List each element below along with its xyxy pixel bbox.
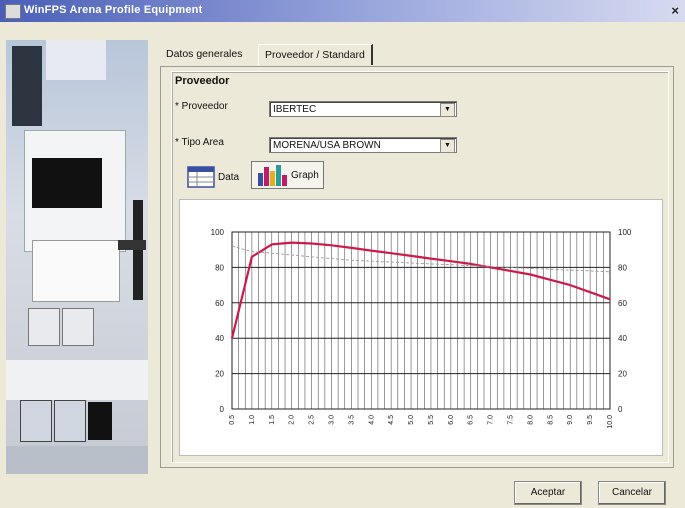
x-tick-label: 2.5 xyxy=(309,415,316,425)
proveedor-select[interactable]: IBERTEC ▼ xyxy=(269,101,457,117)
y-tick-label-right: 40 xyxy=(618,334,627,343)
subtab-data-label: Data xyxy=(218,171,240,183)
x-tick-label: 8.5 xyxy=(547,415,554,425)
equipment-image xyxy=(6,40,148,474)
chart-area: 0 0 20 20 40 40 60 60 80 80 100 100 0.5 1.0 1.5 2.0 2.5 3… xyxy=(179,199,663,456)
y-tick-label-left: 40 xyxy=(215,334,224,343)
tipo-area-select[interactable]: MORENA/USA BROWN ▼ xyxy=(269,137,457,153)
y-tick-label-left: 80 xyxy=(215,263,224,272)
y-tick-label-left: 0 xyxy=(220,405,225,414)
x-tick-label: 0.5 xyxy=(229,415,236,425)
x-tick-label: 4.5 xyxy=(388,415,395,425)
accept-button[interactable]: Aceptar xyxy=(514,481,582,505)
series-line-2 xyxy=(231,245,611,273)
table-icon xyxy=(187,166,215,188)
x-tick-label: 4.0 xyxy=(368,415,375,425)
y-tick-label-right: 60 xyxy=(618,299,627,308)
tab-panel: Proveedor * Proveedor IBERTEC ▼ * Tipo A… xyxy=(160,66,674,468)
line-chart: 0 0 20 20 40 40 60 60 80 80 100 100 0.5 1.0 1.5 2.0 2.5 3… xyxy=(211,228,632,429)
y-tick-label-left: 60 xyxy=(215,299,224,308)
y-tick-label-left: 20 xyxy=(215,370,224,379)
tipo-area-value: MORENA/USA BROWN xyxy=(273,140,381,151)
x-tick-label: 3.5 xyxy=(348,415,355,425)
x-tick-label: 1.5 xyxy=(269,415,276,425)
x-tick-label: 7.5 xyxy=(508,415,515,425)
x-tick-label: 6.5 xyxy=(468,415,475,425)
x-tick-label: 6.0 xyxy=(448,415,455,425)
x-tick-label: 1.0 xyxy=(249,415,256,425)
proveedor-label: * Proveedor xyxy=(175,101,228,112)
x-tick-label: 9.0 xyxy=(567,415,574,425)
x-tick-label: 5.5 xyxy=(428,415,435,425)
tab-datos-generales[interactable]: Datos generales xyxy=(166,48,243,60)
cancel-button[interactable]: Cancelar xyxy=(598,481,666,505)
y-tick-label-left: 100 xyxy=(211,228,225,237)
x-tick-label: 7.0 xyxy=(488,415,495,425)
x-tick-label: 8.0 xyxy=(527,415,534,425)
x-tick-label: 10.0 xyxy=(607,415,614,429)
x-tick-label: 2.0 xyxy=(289,415,296,425)
proveedor-value: IBERTEC xyxy=(273,104,317,115)
y-tick-label-right: 80 xyxy=(618,263,627,272)
close-icon[interactable]: × xyxy=(671,3,679,18)
subtab-graph-label: Graph xyxy=(291,169,319,181)
subtab-data[interactable]: Data xyxy=(183,163,243,191)
bar-chart-icon xyxy=(258,165,287,186)
x-tick-label: 5.0 xyxy=(408,415,415,425)
tipo-area-label: * Tipo Area xyxy=(175,137,224,148)
y-tick-label-right: 0 xyxy=(618,405,623,414)
y-tick-label-right: 100 xyxy=(618,228,632,237)
chevron-down-icon[interactable]: ▼ xyxy=(440,139,455,153)
proveedor-groupbox xyxy=(171,71,669,463)
series-line-1 xyxy=(230,241,611,339)
section-title: Proveedor xyxy=(175,75,230,87)
plot-border xyxy=(231,231,611,410)
title-bar: WinFPS Arena Profile Equipment × xyxy=(0,0,685,22)
x-tick-label: 9.5 xyxy=(587,415,594,425)
y-tick-label-right: 20 xyxy=(618,370,627,379)
tab-proveedor-standard[interactable]: Proveedor / Standard xyxy=(258,44,373,65)
window-title: WinFPS Arena Profile Equipment xyxy=(24,4,203,16)
x-tick-label: 3.0 xyxy=(328,415,335,425)
app-icon xyxy=(5,4,21,19)
chevron-down-icon[interactable]: ▼ xyxy=(440,103,455,117)
subtab-graph[interactable]: Graph xyxy=(251,161,324,189)
